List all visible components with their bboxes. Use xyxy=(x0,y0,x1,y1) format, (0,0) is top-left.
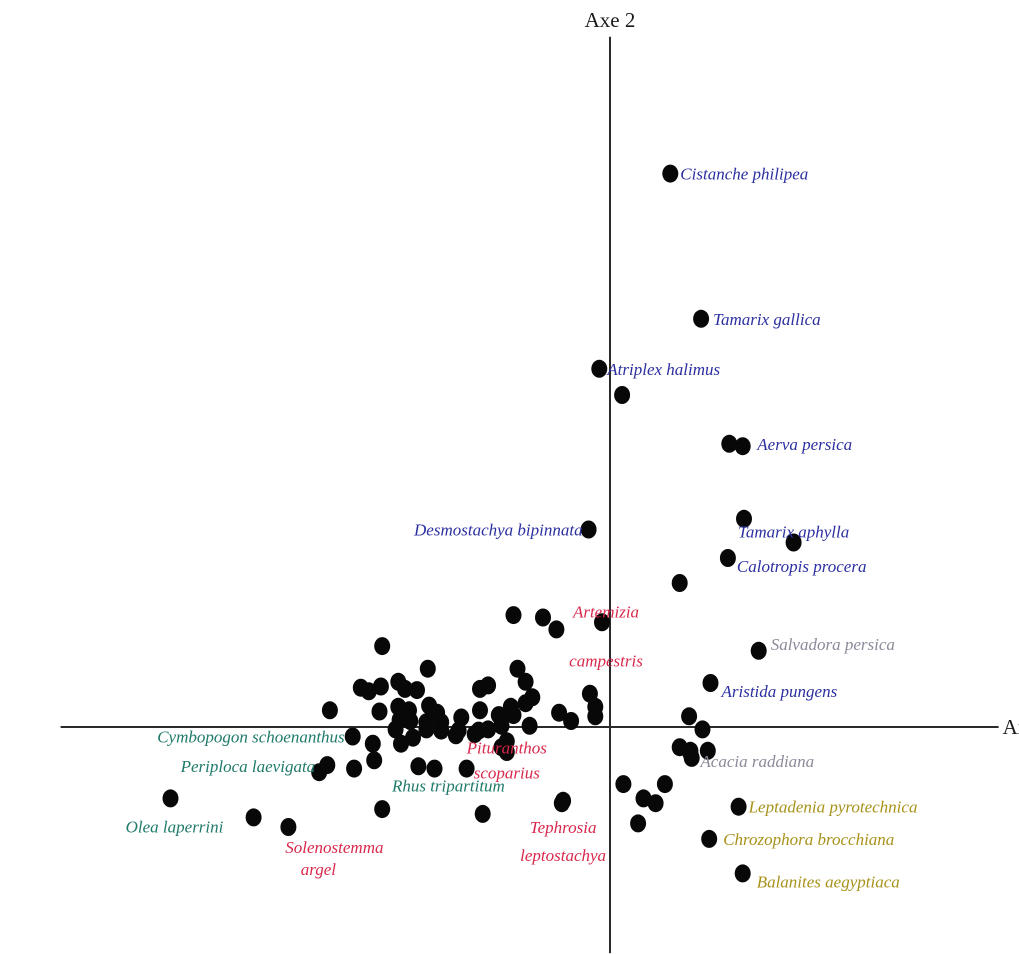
labelled-data-point xyxy=(162,789,179,808)
data-point xyxy=(393,734,409,753)
data-point xyxy=(630,814,647,833)
labelled-data-point xyxy=(311,763,328,782)
data-point xyxy=(615,775,632,794)
labelled-data-point xyxy=(591,359,608,378)
species-label: Tamarix gallica xyxy=(713,310,821,329)
species-label: Aerva persica xyxy=(756,435,852,454)
data-point xyxy=(418,720,435,739)
labelled-data-point xyxy=(730,797,747,816)
data-point xyxy=(587,707,604,726)
data-point xyxy=(458,759,475,778)
data-point xyxy=(656,775,673,794)
species-label: Aristida pungens xyxy=(721,682,838,701)
data-point xyxy=(447,726,464,745)
species-label: Balanites aegyptiaca xyxy=(757,872,900,891)
labelled-data-point xyxy=(701,829,718,848)
species-label: Olea laperrini xyxy=(126,817,224,836)
species-label: Periploca laevigata xyxy=(180,757,316,776)
data-point xyxy=(346,759,363,778)
data-point xyxy=(409,681,425,700)
data-point xyxy=(736,509,752,528)
data-point xyxy=(245,808,262,827)
data-point xyxy=(524,688,541,707)
data-point xyxy=(366,751,383,770)
species-label: Cistanche philipea xyxy=(680,165,808,184)
labelled-data-point xyxy=(555,791,572,810)
data-point xyxy=(551,703,568,722)
data-point xyxy=(517,672,534,691)
data-point xyxy=(521,716,538,735)
data-point xyxy=(563,712,580,730)
species-label: Artemizia campestris xyxy=(569,602,643,670)
data-point xyxy=(466,725,483,744)
species-label: Pituranthos scoparius xyxy=(466,738,548,782)
labelled-data-point xyxy=(702,674,719,692)
data-point xyxy=(681,707,698,726)
species-label: Chrozophora brocchiana xyxy=(723,830,894,849)
data-point xyxy=(505,606,522,625)
labels-layer: Cistanche philipea Tamarix gallica Atriple… xyxy=(126,165,918,892)
data-point xyxy=(426,759,443,778)
species-label: Leptadenia pyrotechnica xyxy=(748,798,918,817)
data-point xyxy=(374,800,391,819)
y-axis-title: Axe 2 xyxy=(585,8,636,32)
species-label: Cymbopogon schoenanthus xyxy=(157,728,345,747)
labelled-data-point xyxy=(662,164,679,183)
data-point xyxy=(647,794,664,813)
labelled-data-point xyxy=(719,549,736,567)
data-point xyxy=(405,728,421,747)
data-point xyxy=(509,659,526,678)
data-point xyxy=(372,677,389,696)
species-label: Acacia raddiana xyxy=(699,752,814,771)
labelled-data-point xyxy=(344,727,361,746)
data-point xyxy=(635,789,652,808)
data-point xyxy=(321,701,338,720)
data-point xyxy=(671,574,688,592)
data-point xyxy=(374,637,391,656)
data-point xyxy=(493,716,510,735)
data-point xyxy=(474,804,491,823)
labelled-data-point xyxy=(785,533,802,552)
data-point xyxy=(480,720,497,739)
labelled-data-point xyxy=(498,732,515,751)
species-label: Tephrosia leptostachya xyxy=(520,818,606,865)
labelled-data-point xyxy=(750,641,767,660)
labelled-data-point xyxy=(693,309,710,328)
species-label: Rhus tripartitum xyxy=(391,776,505,795)
labelled-data-point xyxy=(580,520,597,539)
data-point xyxy=(371,702,388,721)
data-point xyxy=(433,721,450,740)
points-layer xyxy=(162,164,802,883)
data-point xyxy=(734,437,751,456)
species-label: Desmostachya bipinnata xyxy=(413,521,583,540)
labelled-data-point xyxy=(734,864,751,883)
data-point xyxy=(614,386,631,404)
data-point xyxy=(387,720,404,739)
x-axis-title: Axe 1 xyxy=(1003,715,1019,739)
labelled-data-point xyxy=(410,757,427,776)
species-label: Salvadora persica xyxy=(771,635,895,654)
data-point xyxy=(548,620,565,639)
data-point xyxy=(699,741,716,760)
data-point xyxy=(402,712,419,730)
data-point xyxy=(472,701,488,720)
data-point xyxy=(505,706,522,725)
labelled-data-point xyxy=(594,613,610,632)
data-point xyxy=(352,678,369,697)
data-point xyxy=(364,734,381,753)
species-label: Tamarix aphylla xyxy=(738,523,849,542)
species-label: Calotropis procera xyxy=(737,557,867,576)
labelled-data-point xyxy=(682,744,699,763)
data-point xyxy=(480,676,497,695)
data-point xyxy=(397,679,413,698)
data-point xyxy=(419,659,436,678)
data-point xyxy=(535,608,551,627)
labelled-data-point xyxy=(721,434,738,453)
species-label: Atriplex halimus xyxy=(606,360,720,379)
species-label: Solenostemma argel xyxy=(285,838,383,879)
data-point xyxy=(694,720,711,739)
labelled-data-point xyxy=(280,818,297,836)
